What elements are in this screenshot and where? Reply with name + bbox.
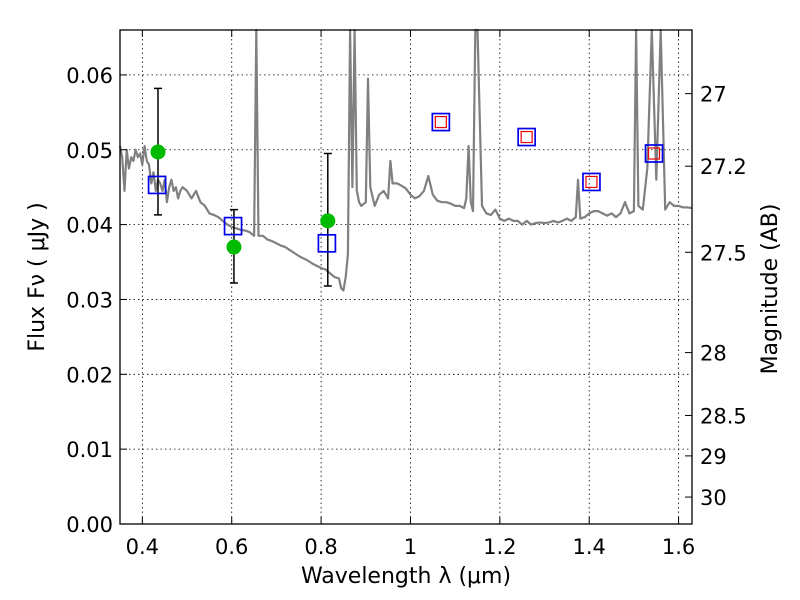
y-tick-label: 0.04 [66,214,113,238]
right-tick-label: 28.5 [700,404,747,428]
x-tick-label: 1 [404,535,417,559]
model-photometry-square [147,175,167,195]
axis-ticks [120,30,692,525]
right-tick-label: 27.2 [700,155,747,179]
model-photometry-layer [147,112,664,253]
model-spectrum-layer [118,28,693,292]
x-tick-label: 0.8 [304,535,337,559]
right-tick-label: 30 [700,486,727,510]
y-tick-label: 0.02 [66,363,113,387]
y-tick-label: 0.00 [66,513,113,537]
model-photometry-square [644,144,664,163]
model-photometry-square [431,112,451,132]
inner-photometry-square [520,130,533,144]
plot-frame [119,29,693,525]
model-photometry-square [317,233,337,253]
y-tick-label: 0.05 [66,139,113,163]
x-tick-labels: 0.4 0.6 0.8 1 1.2 1.4 1.6 [126,535,696,559]
y-tick-label: 0.03 [66,288,113,312]
x-tick-label: 0.6 [215,535,248,559]
x-tick-label: 1.4 [573,535,606,559]
y-axis-title: Flux Fν ( μJy ) [25,202,50,351]
model-photometry-square [223,216,243,236]
observed-points-layer [150,144,336,255]
y-tick-labels: 0.00 0.01 0.02 0.03 0.04 0.05 0.06 [66,64,113,537]
model-photometry-square [582,172,601,192]
x-tick-label: 1.6 [662,535,695,559]
model-photometry-square [517,127,537,147]
model-spectrum-line [118,28,693,292]
right-tick-label: 27 [700,83,727,107]
right-tick-labels: 27 27.2 27.5 28 28.5 29 30 [700,83,747,510]
inner-photometry-square [585,175,598,189]
observed-point [150,144,166,160]
y-tick-label: 0.01 [66,438,113,462]
x-axis-title: Wavelength λ (μm) [301,564,511,589]
right-tick-label: 27.5 [700,241,747,265]
y-tick-label: 0.06 [66,64,113,88]
x-tick-label: 0.4 [126,535,159,559]
observed-point [226,239,242,255]
observed-point [320,213,336,229]
inner-photometry-square [434,115,447,129]
x-tick-label: 1.2 [483,535,516,559]
right-axis-title: Magnitude (AB) [758,204,783,375]
right-tick-label: 28 [700,342,727,366]
right-tick-label: 29 [700,445,727,469]
inner-photometry-square [647,147,661,160]
